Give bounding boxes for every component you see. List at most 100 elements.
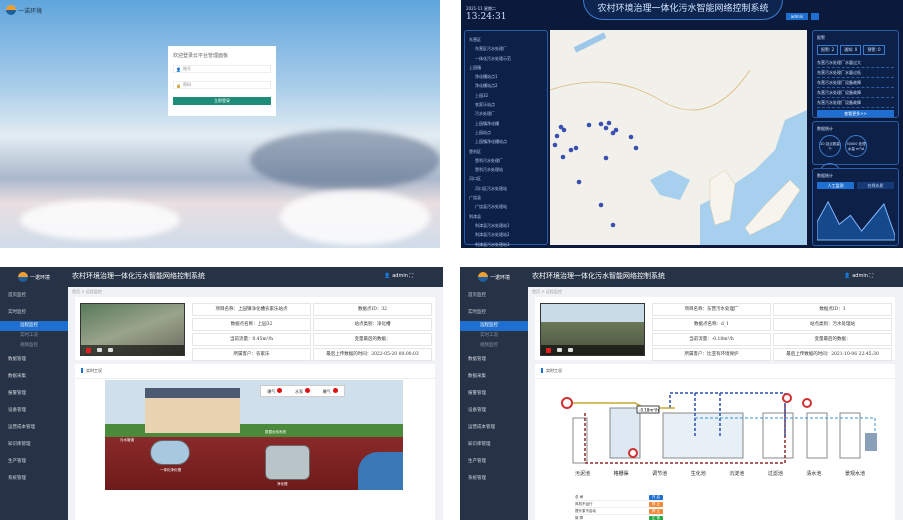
- map-pin[interactable]: [628, 134, 634, 140]
- tree-item[interactable]: 垦利区: [469, 148, 481, 154]
- map-pin[interactable]: [552, 142, 558, 148]
- sidebar-item[interactable]: 运营成本管理: [468, 425, 495, 430]
- map-pin[interactable]: [603, 125, 609, 131]
- sidebar-item[interactable]: 视频监控: [20, 343, 38, 348]
- lift-pump-icon[interactable]: [628, 448, 638, 458]
- more-button[interactable]: 查看更多>>: [817, 110, 894, 117]
- fullscreen-icon[interactable]: ⛶: [869, 273, 873, 279]
- sidebar-item[interactable]: 远程监控: [0, 321, 68, 331]
- sidebar-item[interactable]: 数据采集: [468, 374, 486, 379]
- fullscreen-icon[interactable]: ⛶: [409, 273, 413, 279]
- tree-item[interactable]: 净化槽站点1: [475, 74, 498, 80]
- password-input[interactable]: 🔒 密码: [173, 81, 271, 89]
- map-pin[interactable]: [586, 122, 592, 128]
- sidebar-item[interactable]: 生产管理: [468, 459, 486, 464]
- tree-item[interactable]: 垦利污水处理站: [475, 167, 503, 173]
- sidebar-item[interactable]: 实时监控: [468, 310, 486, 315]
- video-player[interactable]: [540, 303, 645, 356]
- map-pin[interactable]: [561, 127, 567, 133]
- alarm-item[interactable]: 东营污水处理厂设备故障: [817, 88, 894, 98]
- sidebar-item[interactable]: 视频监控: [480, 343, 498, 348]
- map-pin[interactable]: [603, 155, 609, 161]
- tree-item[interactable]: 东营区: [469, 37, 481, 42]
- video-player[interactable]: [80, 303, 185, 356]
- tree-item[interactable]: 利津县污水处理站3: [475, 241, 510, 247]
- user-menu[interactable]: 👤 admin ⛶: [384, 273, 413, 279]
- map-pin[interactable]: [598, 202, 604, 208]
- record-icon[interactable]: [546, 347, 551, 353]
- pump-icon[interactable]: [561, 397, 573, 409]
- alarm-item[interactable]: 东营污水处理厂设备故障: [817, 98, 894, 108]
- map-pin[interactable]: [560, 154, 566, 160]
- map-pin[interactable]: [573, 145, 579, 151]
- sidebar-item[interactable]: 系统管理: [8, 476, 26, 481]
- map-pin[interactable]: [554, 133, 560, 139]
- tree-item[interactable]: 东营区污水处理厂: [475, 46, 507, 52]
- map-pin[interactable]: [610, 222, 616, 228]
- sidebar-item[interactable]: 报警管理: [468, 391, 486, 396]
- alarm-item[interactable]: 东营污水处理厂设备故障: [817, 78, 894, 88]
- map-pin[interactable]: [633, 145, 639, 151]
- tree-item[interactable]: 净化槽站点2: [475, 83, 498, 89]
- tree-item[interactable]: 利津县污水处理站1: [475, 222, 510, 228]
- map-pin[interactable]: [576, 179, 582, 185]
- fullscreen-icon[interactable]: [811, 13, 819, 20]
- filter-warning[interactable]: 预警: 0: [863, 45, 885, 55]
- status-tag[interactable]: 开 启: [648, 494, 663, 500]
- tree-item[interactable]: 上园站点: [475, 129, 491, 135]
- tree-item[interactable]: 利津县: [469, 213, 481, 219]
- video-icon[interactable]: [108, 348, 113, 352]
- sidebar-item[interactable]: 首页监控: [8, 293, 26, 298]
- username-input[interactable]: 👤 账号: [173, 65, 271, 73]
- login-button[interactable]: 立即登录: [173, 97, 271, 105]
- alarm-item[interactable]: 东营污水处理厂水量过大: [817, 58, 894, 68]
- sidebar-item[interactable]: 运营成本管理: [8, 425, 35, 430]
- map-pin[interactable]: [568, 147, 574, 153]
- sidebar-item[interactable]: 系统管理: [468, 476, 486, 481]
- tree-item[interactable]: 河口区: [469, 176, 481, 182]
- sidebar-item[interactable]: 设备管理: [468, 408, 486, 413]
- sidebar-item[interactable]: 实时工况: [20, 333, 38, 338]
- user-button[interactable]: admin: [786, 13, 808, 20]
- sidebar-item[interactable]: 生产管理: [8, 459, 26, 464]
- tree-item[interactable]: 一体化污水处理示范: [475, 55, 511, 61]
- user-menu[interactable]: 👤 admin ⛶: [844, 273, 873, 279]
- video-icon[interactable]: [568, 348, 573, 352]
- sidebar-item[interactable]: 知识库管理: [468, 442, 491, 447]
- tree-item[interactable]: 广饶县: [469, 195, 481, 201]
- sidebar-item[interactable]: 数据管理: [8, 357, 26, 362]
- tab-manual[interactable]: 人工监测: [817, 182, 854, 189]
- tree-item[interactable]: 上园镇净化槽站点: [475, 139, 507, 145]
- status-tag[interactable]: 停 止: [648, 501, 663, 507]
- sidebar-item[interactable]: 知识库管理: [8, 442, 31, 447]
- sidebar-item[interactable]: 报警管理: [8, 391, 26, 396]
- tree-item[interactable]: 上园镇: [469, 64, 481, 70]
- map-pin[interactable]: [558, 124, 564, 130]
- filter-notice[interactable]: 通知: 0: [840, 45, 862, 55]
- tree-item[interactable]: 利津县污水处理站2: [475, 232, 510, 238]
- camera-icon[interactable]: [97, 348, 102, 352]
- tree-item[interactable]: 垦利污水处理厂: [475, 157, 503, 163]
- map-pin[interactable]: [610, 130, 616, 136]
- tree-item[interactable]: 河口区污水处理站: [475, 185, 507, 191]
- tree-item[interactable]: 上园32: [475, 92, 489, 98]
- sidebar-item[interactable]: 数据管理: [468, 357, 486, 362]
- sidebar-item[interactable]: 远程监控: [460, 321, 528, 331]
- sidebar-item[interactable]: 设备管理: [8, 408, 26, 413]
- sidebar-item[interactable]: 数据采集: [8, 374, 26, 379]
- map-pin[interactable]: [613, 127, 619, 133]
- sidebar-item[interactable]: 实时工况: [480, 333, 498, 338]
- record-icon[interactable]: [86, 347, 91, 353]
- tree-item[interactable]: 广饶县污水处理站: [475, 204, 507, 210]
- dosing-pump-icon[interactable]: [802, 398, 812, 408]
- camera-icon[interactable]: [557, 348, 562, 352]
- tree-item[interactable]: 污水处理厂: [475, 111, 495, 117]
- status-tag[interactable]: 停 止: [648, 508, 663, 514]
- filter-alarm[interactable]: 报警: 2: [817, 45, 839, 55]
- alarm-item[interactable]: 东营污水处理厂水量过低: [817, 68, 894, 78]
- tab-online[interactable]: 在线水质: [857, 182, 894, 189]
- tree-item[interactable]: 上园镇净化槽: [475, 120, 499, 126]
- map[interactable]: [550, 30, 807, 245]
- blower-icon[interactable]: [782, 393, 792, 403]
- status-tag[interactable]: 正 常: [648, 515, 663, 520]
